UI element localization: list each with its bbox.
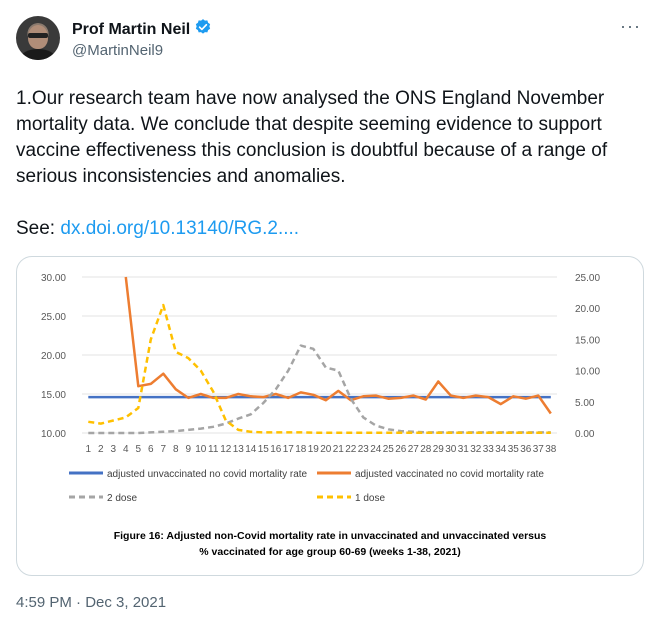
legend-label-3: 2 dose [107, 493, 137, 504]
tweet-link[interactable]: dx.doi.org/10.13140/RG.2.... [60, 218, 300, 239]
right-tick-label: 0.00 [575, 429, 595, 440]
right-tick-label: 5.00 [575, 398, 595, 409]
x-tick-label: 36 [520, 444, 532, 455]
x-tick-label: 13 [233, 444, 245, 455]
avatar-sunglasses [28, 33, 48, 38]
chart-caption-line-1: Figure 16: Adjusted non-Covid mortality … [114, 530, 547, 542]
verified-badge-icon [194, 18, 212, 41]
x-tick-label: 15 [258, 444, 270, 455]
x-tick-label: 30 [445, 444, 457, 455]
left-tick-label: 25.00 [41, 312, 66, 323]
left-tick-label: 20.00 [41, 351, 66, 362]
x-tick-label: 11 [208, 444, 219, 455]
see-label: See: [16, 218, 56, 239]
author-handle[interactable]: @MartinNeil9 [72, 42, 164, 59]
x-tick-label: 21 [333, 444, 345, 455]
author-name[interactable]: Prof Martin Neil [72, 20, 191, 38]
left-tick-label: 15.00 [41, 390, 66, 401]
legend-label-1: adjusted unvaccinated no covid mortality… [107, 469, 308, 480]
x-tick-label: 8 [173, 444, 179, 455]
x-tick-label: 5 [135, 444, 141, 455]
x-tick-label: 26 [395, 444, 407, 455]
x-tick-label: 28 [420, 444, 432, 455]
x-tick-label: 17 [283, 444, 295, 455]
legend-label-4: 1 dose [355, 493, 385, 504]
x-tick-label: 31 [458, 444, 470, 455]
right-tick-label: 20.00 [575, 304, 600, 315]
x-tick-label: 12 [220, 444, 232, 455]
right-tick-label: 15.00 [575, 335, 600, 346]
legend-label-2: adjusted vaccinated no covid mortality r… [355, 469, 544, 480]
chart: 10.0015.0020.0025.0030.000.005.0010.0015… [41, 273, 600, 558]
x-tick-label: 22 [345, 444, 357, 455]
x-tick-label: 29 [433, 444, 445, 455]
tweet-timestamp[interactable]: 4:59 PM · Dec 3, 2021 [16, 594, 167, 611]
x-tick-label: 23 [358, 444, 370, 455]
tweet-body: 1.Our research team have now analysed th… [16, 88, 608, 187]
series-line-2 [124, 276, 552, 415]
x-tick-label: 3 [110, 444, 116, 455]
x-tick-label: 18 [295, 444, 307, 455]
series-line-3 [88, 344, 551, 435]
x-tick-label: 6 [148, 444, 154, 455]
tweet-text: 1.Our research team have now analysed th… [16, 86, 636, 190]
x-tick-label: 16 [270, 444, 282, 455]
avatar-shirt [20, 49, 56, 60]
x-tick-label: 33 [483, 444, 495, 455]
right-tick-label: 25.00 [575, 273, 600, 284]
avatar[interactable] [16, 16, 60, 60]
x-tick-label: 7 [160, 444, 166, 455]
x-tick-label: 10 [195, 444, 207, 455]
left-tick-label: 10.00 [41, 429, 66, 440]
x-tick-label: 19 [308, 444, 320, 455]
series-line-4 [88, 303, 551, 434]
x-tick-label: 9 [185, 444, 191, 455]
x-tick-label: 38 [545, 444, 557, 455]
tweet-link-line: See: dx.doi.org/10.13140/RG.2.... [16, 218, 299, 240]
x-tick-label: 20 [320, 444, 332, 455]
x-tick-label: 4 [123, 444, 129, 455]
x-tick-label: 24 [370, 444, 382, 455]
right-tick-label: 10.00 [575, 367, 600, 378]
x-tick-label: 35 [508, 444, 520, 455]
x-tick-label: 37 [533, 444, 545, 455]
x-tick-label: 2 [98, 444, 104, 455]
author-name-row: Prof Martin Neil [72, 18, 212, 41]
x-tick-label: 25 [383, 444, 395, 455]
x-tick-label: 27 [408, 444, 420, 455]
x-tick-label: 34 [495, 444, 507, 455]
tweet-media-image[interactable]: 10.00 15.00 20.00 25.00 30.00 0.00 5.00 10.00 15… [16, 256, 644, 576]
x-tick-label: 32 [470, 444, 482, 455]
x-tick-label: 14 [245, 444, 257, 455]
more-options-icon[interactable]: ··· [620, 16, 641, 36]
x-tick-label: 1 [85, 444, 91, 455]
chart-caption-line-2: % vaccinated for age group 60-69 (weeks … [199, 546, 460, 558]
left-tick-label: 30.00 [41, 273, 66, 284]
